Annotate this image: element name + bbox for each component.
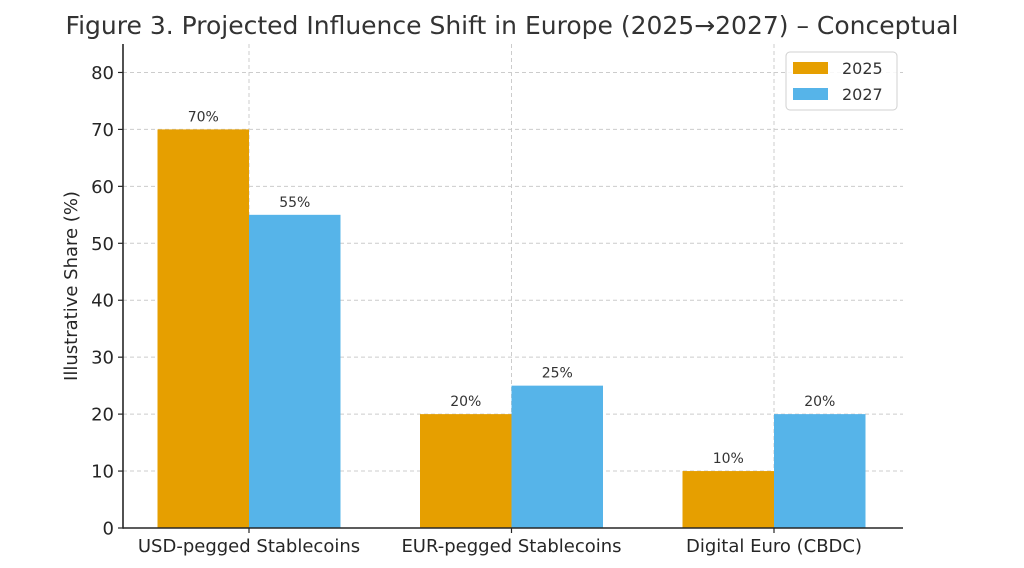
data-label: 20% (450, 394, 481, 410)
y-tick-label: 60 (91, 177, 114, 198)
legend: 2025 2027 (785, 51, 898, 111)
data-labels: 70% 20% 10% 55% 25% 20% (188, 109, 836, 467)
x-tick-label: EUR-pegged Stablecoins (401, 536, 621, 557)
bar-2025-1 (420, 414, 512, 528)
data-label: 55% (279, 195, 310, 211)
data-label: 70% (188, 109, 219, 125)
y-axis-label: Illustrative Share (%) (61, 191, 82, 381)
x-tick-label: USD-pegged Stablecoins (138, 536, 360, 557)
legend-swatch-2025 (793, 62, 828, 74)
x-tick-label: Digital Euro (CBDC) (686, 536, 862, 557)
y-tick-label: 10 (91, 462, 114, 483)
y-tick-label: 20 (91, 405, 114, 426)
data-label: 20% (804, 394, 835, 410)
y-tick-label: 0 (103, 519, 114, 540)
y-tick-label: 70 (91, 120, 114, 141)
bar-2027-1 (511, 385, 603, 528)
bar-2025-0 (157, 129, 249, 529)
y-tick-label: 40 (91, 291, 114, 312)
y-tick-label: 50 (91, 234, 114, 255)
bar-2027-2 (774, 414, 866, 528)
legend-label-2027: 2027 (842, 85, 883, 104)
bars (157, 129, 866, 529)
data-label: 25% (542, 366, 573, 382)
axes: 0 10 20 30 40 50 60 70 80 USD-pegged Stablecoins E… (91, 44, 903, 557)
y-tick-label: 30 (91, 348, 114, 369)
chart-title: Figure 3. Projected Influence Shift in E… (66, 11, 959, 40)
legend-label-2025: 2025 (842, 59, 883, 78)
bar-2025-2 (682, 471, 774, 528)
legend-swatch-2027 (793, 88, 828, 100)
data-label: 10% (713, 451, 744, 467)
bar-2027-0 (249, 214, 341, 528)
y-tick-label: 80 (91, 63, 114, 84)
